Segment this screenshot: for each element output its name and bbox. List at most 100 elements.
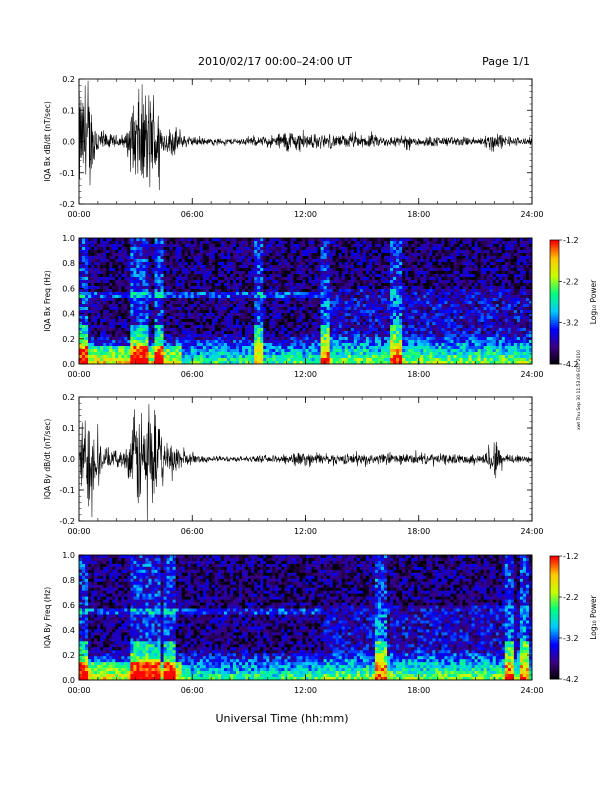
heatmap-cell	[211, 328, 216, 332]
heatmap-cell	[190, 283, 195, 287]
heatmap-cell	[217, 259, 222, 263]
heatmap-cell	[85, 286, 89, 290]
heatmap-cell	[302, 253, 306, 257]
heatmap-cell	[85, 307, 89, 311]
heatmap-cell	[109, 307, 113, 311]
heatmap-cell	[263, 238, 267, 242]
heatmap-cell	[338, 295, 343, 299]
heatmap-cell	[338, 265, 343, 269]
heatmap-cell	[326, 310, 330, 314]
heatmap-cell	[82, 265, 86, 269]
heatmap-cell	[115, 313, 119, 317]
heatmap-cell	[242, 304, 246, 308]
heatmap-cell	[362, 295, 367, 299]
heatmap-cell	[314, 307, 318, 311]
heatmap-cell	[166, 295, 170, 299]
heatmap-cell	[202, 271, 207, 275]
heatmap-cell	[498, 238, 503, 242]
heatmap-cell	[202, 259, 207, 263]
heatmap-cell	[236, 250, 240, 254]
heatmap-cell	[359, 283, 364, 287]
heatmap-cell	[438, 295, 442, 299]
heatmap-cell	[377, 292, 382, 296]
heatmap-cell	[248, 325, 252, 329]
heatmap-cell	[426, 283, 430, 287]
heatmap-cell	[408, 304, 412, 308]
heatmap-cell	[462, 268, 466, 272]
heatmap-cell	[220, 268, 225, 272]
heatmap-cell	[287, 268, 291, 272]
heatmap-cell	[94, 307, 98, 311]
heatmap-cell	[184, 265, 189, 269]
heatmap-cell	[184, 295, 189, 299]
heatmap-cell	[501, 247, 506, 251]
heatmap-cell	[513, 304, 518, 308]
heatmap-cell	[281, 268, 285, 272]
heatmap-cell	[266, 316, 270, 320]
heatmap-cell	[486, 319, 491, 323]
heatmap-cell	[169, 286, 173, 290]
heatmap-cell	[405, 238, 409, 242]
heatmap-cell	[121, 310, 125, 314]
heatmap-cell	[525, 304, 530, 308]
heatmap-cell	[190, 325, 195, 329]
heatmap-cell	[528, 277, 533, 281]
heatmap-cell	[184, 289, 189, 293]
heatmap-cell	[169, 307, 173, 311]
heatmap-cell	[516, 265, 521, 269]
heatmap-cell	[193, 289, 198, 293]
heatmap-cell	[148, 250, 152, 254]
heatmap-cell	[214, 328, 219, 332]
heatmap-cell	[522, 271, 527, 275]
heatmap-cell	[248, 289, 252, 293]
heatmap-cell	[269, 262, 273, 266]
heatmap-cell	[341, 313, 346, 317]
heatmap-cell	[519, 271, 524, 275]
heatmap-cell	[525, 265, 530, 269]
heatmap-cell	[435, 307, 439, 311]
heatmap-cell	[522, 307, 527, 311]
x-tick-label: 06:00	[181, 210, 204, 219]
heatmap-cell	[405, 310, 409, 314]
heatmap-cell	[426, 268, 430, 272]
heatmap-cell	[248, 253, 252, 257]
heatmap-cell	[326, 319, 330, 323]
heatmap-cell	[311, 265, 315, 269]
heatmap-cell	[230, 268, 234, 272]
heatmap-cell	[223, 256, 228, 260]
heatmap-cell	[251, 238, 255, 242]
heatmap-cell	[405, 322, 409, 326]
heatmap-cell	[242, 322, 246, 326]
heatmap-cell	[417, 322, 421, 326]
heatmap-cell	[230, 304, 234, 308]
heatmap-cell	[317, 271, 321, 275]
heatmap-cell	[338, 292, 343, 296]
heatmap-cell	[239, 241, 243, 245]
heatmap-cell	[399, 277, 403, 281]
heatmap-cell	[269, 265, 273, 269]
heatmap-cell	[528, 301, 533, 305]
heatmap-cell	[347, 301, 352, 305]
heatmap-cell	[112, 295, 116, 299]
heatmap-cell	[495, 298, 500, 302]
heatmap-cell	[525, 331, 530, 335]
heatmap-cell	[103, 241, 107, 245]
heatmap-cell	[109, 277, 113, 281]
heatmap-cell	[85, 292, 89, 296]
heatmap-cell	[287, 247, 291, 251]
heatmap-cell	[522, 304, 527, 308]
heatmap-cell	[79, 283, 83, 287]
heatmap-cell	[82, 313, 86, 317]
heatmap-cell	[323, 280, 327, 284]
heatmap-cell	[245, 307, 249, 311]
heatmap-cell	[377, 298, 382, 302]
heatmap-cell	[320, 280, 324, 284]
heatmap-cell	[501, 259, 506, 263]
heatmap-cell	[148, 265, 152, 269]
heatmap-cell	[260, 253, 264, 257]
heatmap-cell	[139, 295, 143, 299]
heatmap-cell	[465, 331, 469, 335]
heatmap-cell	[417, 280, 421, 284]
heatmap-cell	[187, 292, 192, 296]
heatmap-cell	[492, 250, 497, 254]
